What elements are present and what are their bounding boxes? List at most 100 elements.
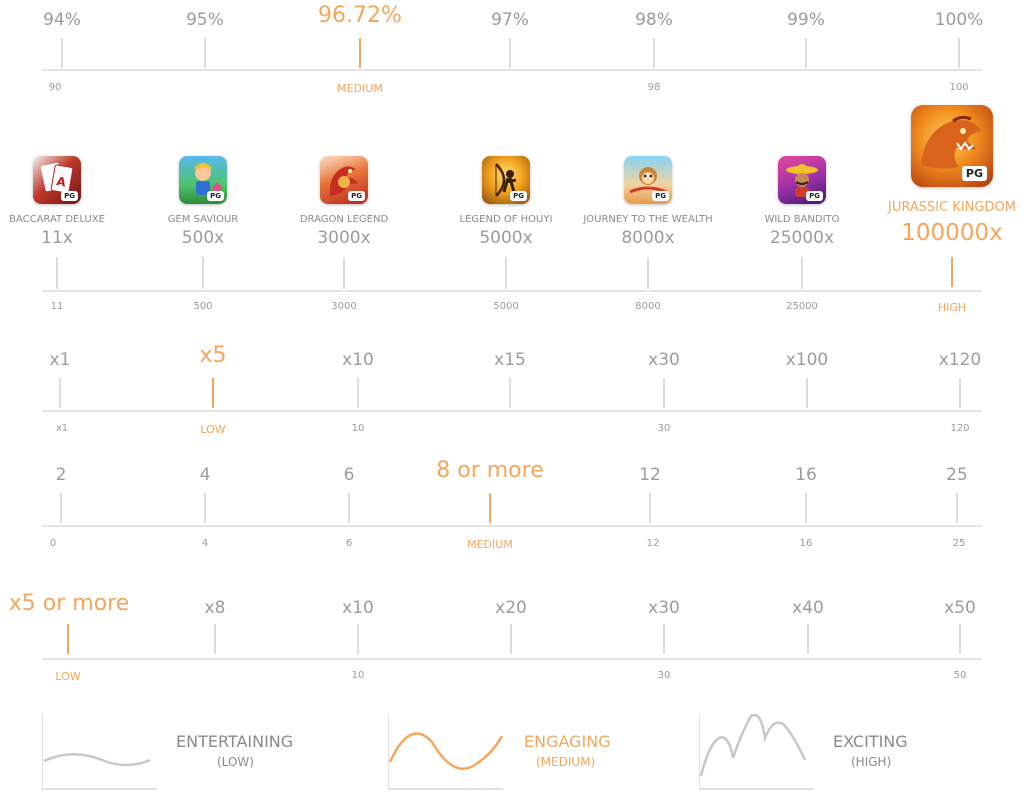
max-win-scale-label: 25000: [786, 301, 818, 312]
gem-saviour-icon[interactable]: PG: [179, 156, 227, 204]
max-win-tick: [951, 257, 953, 287]
multiplier-scale-label: 10: [351, 423, 365, 434]
multiplier-value: x15: [494, 350, 526, 370]
multiplier-value: x100: [785, 350, 829, 370]
multiplier-value: x10: [342, 350, 374, 370]
bonus-tick: [663, 624, 665, 654]
volatility-high[interactable]: EXCITING (HIGH): [698, 713, 999, 790]
ways-value: 16: [795, 465, 817, 485]
dragon-legend-icon[interactable]: PG: [320, 156, 368, 204]
max-win-tick: [202, 257, 204, 289]
rtp-value: 100%: [934, 10, 984, 30]
ways-tick: [649, 493, 651, 523]
game-name: JOURNEY TO THE WEALTH: [583, 214, 713, 225]
journey-to-the-wealth-icon[interactable]: PG: [624, 156, 672, 204]
bonus-scale-label: 30: [657, 670, 671, 681]
rtp-scale-label: MEDIUM: [337, 82, 383, 95]
rtp-tick: [509, 38, 511, 68]
max-win-scale-label: 5000: [493, 301, 519, 312]
pg-badge: PG: [961, 166, 987, 181]
jurassic-kingdom-icon[interactable]: PG: [911, 105, 993, 187]
max-win-scale-label: 500: [193, 301, 213, 312]
multiplier-baseline: [42, 410, 982, 412]
multiplier-value: x5: [199, 343, 227, 368]
volatility-medium-selected[interactable]: ENGAGING (MEDIUM): [387, 714, 688, 790]
bonus-scale-label: LOW: [55, 670, 81, 683]
bonus-scale-label: 10: [351, 670, 365, 681]
bonus-tick: [357, 624, 359, 654]
bonus-value: x8: [204, 598, 226, 618]
game-max-win: 3000x: [317, 228, 371, 248]
volatility-sub: (HIGH): [851, 755, 892, 769]
bonus-value: x20: [495, 598, 527, 618]
ways-scale-label: 0: [49, 538, 57, 549]
ways-value: 4: [199, 465, 211, 485]
ways-row: 2 4 6 8 or more 12 16 25 0 4 6 MEDIUM 12…: [0, 455, 1024, 555]
multiplier-tick: [357, 378, 359, 408]
volatility-sub: (LOW): [217, 755, 254, 769]
game-name: GEM SAVIOUR: [167, 214, 239, 225]
rtp-baseline: [42, 69, 982, 71]
multiplier-value: x120: [938, 350, 982, 370]
ways-value: 8 or more: [436, 458, 544, 483]
bonus-value: x5 or more: [8, 591, 130, 616]
rtp-tick: [204, 38, 206, 68]
ways-tick: [489, 493, 491, 523]
baccarat-deluxe-icon[interactable]: A PG: [33, 156, 81, 204]
pg-badge: PG: [652, 191, 669, 201]
bonus-tick: [510, 624, 512, 654]
rtp-tick: [359, 38, 361, 68]
ways-scale-label: 6: [345, 538, 353, 549]
max-win-scale-label: 11: [50, 301, 64, 312]
rtp-value: 98%: [635, 10, 673, 30]
multiplier-row: x1 x5 x10 x15 x30 x100 x120 x1 LOW 10 30…: [0, 340, 1024, 440]
max-win-tick: [343, 257, 345, 289]
ways-tick: [805, 493, 807, 523]
pg-badge: PG: [348, 191, 365, 201]
volatility-low[interactable]: ENTERTAINING (LOW): [41, 714, 342, 790]
rtp-value: 94%: [43, 10, 81, 30]
pg-badge: PG: [207, 191, 224, 201]
legend-of-houyi-icon[interactable]: PG: [482, 156, 530, 204]
volatility-title: EXCITING: [833, 732, 908, 751]
game-max-win: 8000x: [621, 228, 675, 248]
rtp-row: 94% 95% 96.72% 97% 98% 99% 100% 90 MEDIU…: [0, 0, 1024, 100]
rtp-tick: [805, 38, 807, 68]
max-win-scale-label: 8000: [635, 301, 661, 312]
game-name: LEGEND OF HOUYI: [459, 214, 553, 225]
bonus-value: x50: [944, 598, 976, 618]
max-win-tick: [56, 257, 58, 289]
bonus-tick: [959, 624, 961, 654]
multiplier-tick: [509, 378, 511, 408]
rtp-value: 95%: [186, 10, 224, 30]
game-max-win: 11x: [41, 228, 73, 248]
game-name: BACCARAT DELUXE: [9, 214, 105, 225]
pg-badge: PG: [510, 191, 527, 201]
bonus-baseline: [42, 658, 982, 660]
bonus-row: x5 or more x8 x10 x20 x30 x40 x50 LOW 10…: [0, 588, 1024, 688]
bonus-value: x10: [342, 598, 374, 618]
multiplier-value: x1: [49, 350, 71, 370]
ways-scale-label: 25: [952, 538, 966, 549]
ways-value: 12: [639, 465, 661, 485]
game-max-win: 25000x: [769, 228, 835, 248]
bonus-scale-label: 50: [953, 670, 967, 681]
game-max-win: 5000x: [479, 228, 533, 248]
multiplier-scale-label: x1: [55, 423, 69, 434]
rtp-scale-label: 90: [48, 82, 62, 93]
game-name: DRAGON LEGEND: [299, 214, 389, 225]
multiplier-tick: [59, 378, 61, 408]
rtp-tick: [61, 38, 63, 68]
ways-scale-label: 16: [799, 538, 813, 549]
multiplier-tick: [959, 378, 961, 408]
multiplier-value: x30: [648, 350, 680, 370]
ways-baseline: [42, 525, 982, 527]
max-win-baseline: [42, 290, 982, 292]
ways-tick: [956, 493, 958, 523]
max-win-row: A PG BACCARAT DELUXE 11x PG GEM SAVIOUR …: [0, 100, 1024, 320]
medium-wave-icon: [387, 714, 504, 790]
low-wave-icon: [41, 714, 157, 790]
rtp-scale-label: 100: [949, 82, 969, 93]
wild-bandito-icon[interactable]: PG: [778, 156, 826, 204]
multiplier-scale-label: 30: [657, 423, 671, 434]
